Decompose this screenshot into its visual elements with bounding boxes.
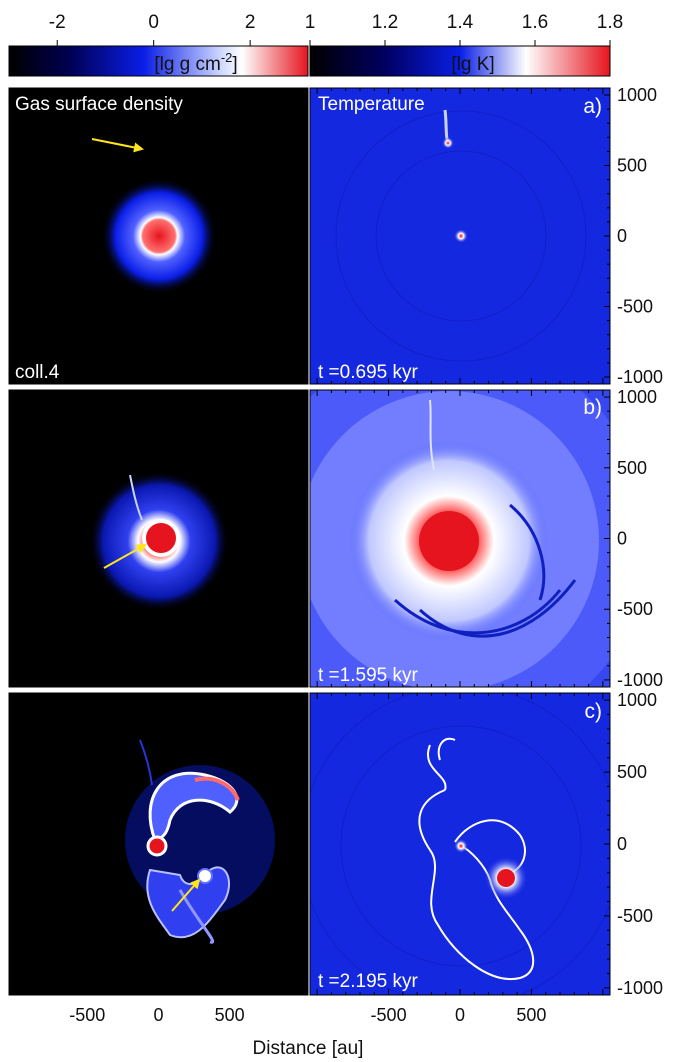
time-label-b: t =1.595 kyr — [318, 665, 418, 686]
temperature-colorbar-label: [lg K] — [451, 54, 494, 75]
x-tick-label: 0 — [455, 1005, 465, 1025]
y-tick-label: 0 — [617, 226, 627, 246]
x-tick-label: 500 — [215, 1005, 245, 1025]
time-label-a: t =0.695 kyr — [318, 362, 418, 383]
y-tick-label: -500 — [617, 906, 653, 926]
colorbar-tick-label: 1.8 — [597, 12, 623, 33]
panel-density-a — [9, 88, 308, 384]
annotation-arrows — [91, 138, 201, 912]
y-tick-label: 500 — [617, 156, 647, 176]
time-label-c: t =2.195 kyr — [318, 971, 418, 992]
colorbar-tick-label: 0 — [148, 12, 159, 33]
colorbar-tick-label: -2 — [49, 12, 66, 33]
colorbars: -2 0 2 1 1.2 1.4 1.6 1.8 [lg g cm-2] [lg K] — [8, 12, 623, 77]
axis-ticks — [9, 88, 610, 995]
y-tick-label: -1000 — [617, 367, 663, 387]
colorbar-tick-label: 2 — [245, 12, 256, 33]
x-tick-label: -500 — [371, 1005, 407, 1025]
density-colorbar — [8, 45, 309, 77]
axis-tick-labels: 10005000-500-100010005000-500-1000100050… — [69, 85, 663, 1025]
x-axis-title: Distance [au] — [253, 1038, 364, 1059]
y-tick-label: -1000 — [617, 670, 663, 690]
density-colorbar-label: [lg g cm-2] — [154, 50, 237, 75]
panel-density-b — [9, 390, 308, 687]
temperature-column-title: Temperature — [318, 94, 425, 115]
panel-temperature-a — [310, 88, 610, 384]
y-tick-label: -500 — [617, 599, 653, 619]
y-tick-label: 0 — [617, 834, 627, 854]
arrow-b — [103, 544, 147, 569]
x-tick-label: -500 — [69, 1005, 105, 1025]
x-tick-label: 0 — [153, 1005, 163, 1025]
simulation-label: coll.4 — [15, 362, 60, 383]
panel-letter-b: b) — [583, 396, 602, 419]
colorbar-tick-label: 1.2 — [372, 12, 398, 33]
colorbar-tick-label: 1.6 — [522, 12, 548, 33]
y-tick-label: 0 — [617, 529, 627, 549]
panel-letter-a: a) — [583, 95, 602, 118]
panel-letter-c: c) — [585, 700, 603, 723]
y-tick-label: -500 — [617, 296, 653, 316]
y-tick-label: 1000 — [617, 690, 657, 710]
colorbar-ticks: -2 0 2 1 1.2 1.4 1.6 1.8 — [49, 12, 623, 46]
arrow-a — [91, 138, 144, 153]
y-tick-label: 1000 — [617, 387, 657, 407]
density-column-title: Gas surface density — [15, 94, 183, 115]
panel-temperature-b — [310, 390, 610, 687]
colorbar-tick-label: 1.4 — [447, 12, 474, 33]
y-tick-label: 1000 — [617, 85, 657, 105]
panel-temperature-c — [310, 693, 610, 995]
x-tick-label: 500 — [516, 1005, 546, 1025]
y-tick-label: -1000 — [617, 978, 663, 998]
y-tick-label: 500 — [617, 458, 647, 478]
panel-density-c — [9, 693, 308, 995]
temperature-colorbar — [309, 45, 611, 77]
arrow-c — [171, 878, 201, 912]
colorbar-tick-label: 1 — [305, 12, 316, 33]
y-tick-label: 500 — [617, 762, 647, 782]
